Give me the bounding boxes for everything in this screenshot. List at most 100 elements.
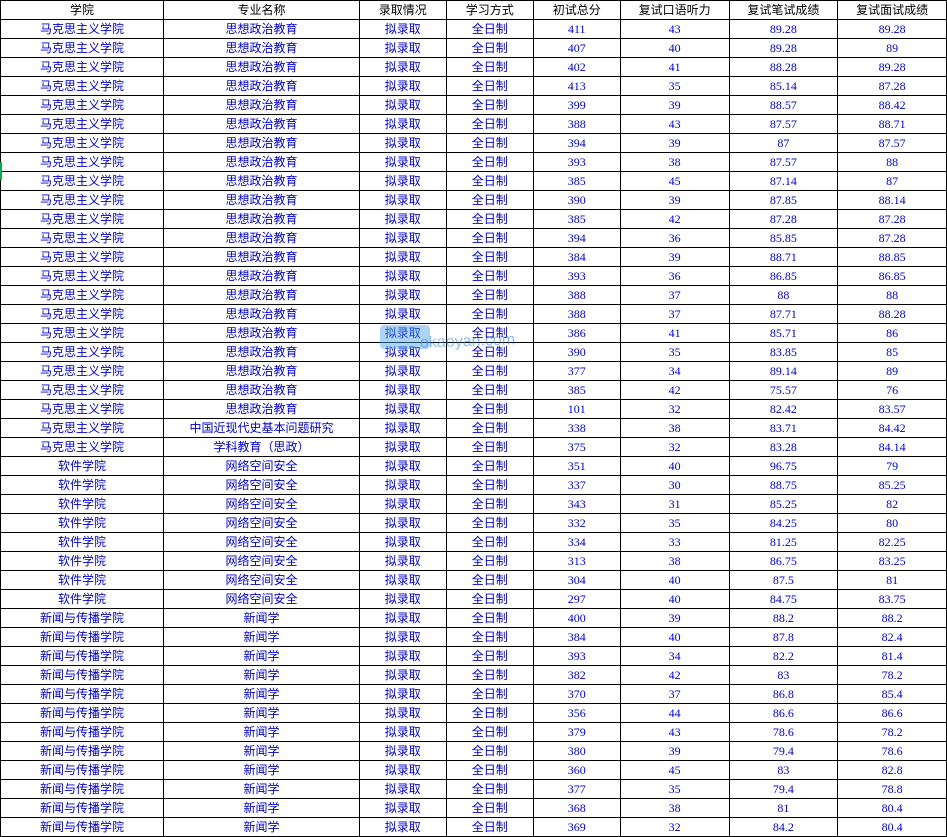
table-cell: 87.14 bbox=[729, 172, 838, 191]
table-cell: 82.2 bbox=[729, 647, 838, 666]
table-cell: 80.4 bbox=[838, 818, 947, 837]
table-cell: 全日制 bbox=[446, 305, 533, 324]
table-cell: 全日制 bbox=[446, 571, 533, 590]
table-cell: 83.75 bbox=[838, 590, 947, 609]
table-cell: 35 bbox=[620, 780, 729, 799]
table-cell: 83.85 bbox=[729, 343, 838, 362]
table-cell: 86.6 bbox=[729, 704, 838, 723]
table-cell: 拟录取 bbox=[359, 685, 446, 704]
table-cell: 新闻学 bbox=[164, 780, 360, 799]
table-cell: 全日制 bbox=[446, 58, 533, 77]
table-cell: 84.75 bbox=[729, 590, 838, 609]
table-cell: 思想政治教育 bbox=[164, 20, 360, 39]
table-wrapper: okaoyan.com 学院专业名称录取情况学习方式初试总分复试口语听力复试笔试… bbox=[0, 0, 947, 837]
table-cell: 402 bbox=[533, 58, 620, 77]
table-cell: 新闻学 bbox=[164, 609, 360, 628]
table-cell: 拟录取 bbox=[359, 58, 446, 77]
table-cell: 拟录取 bbox=[359, 343, 446, 362]
table-cell: 337 bbox=[533, 476, 620, 495]
table-cell: 88 bbox=[838, 153, 947, 172]
table-cell: 338 bbox=[533, 419, 620, 438]
table-cell: 39 bbox=[620, 742, 729, 761]
table-cell: 拟录取 bbox=[359, 552, 446, 571]
table-row: 马克思主义学院思想政治教育拟录取全日制3843988.7188.85 bbox=[1, 248, 947, 267]
table-cell: 86.85 bbox=[838, 267, 947, 286]
table-cell: 全日制 bbox=[446, 799, 533, 818]
table-cell: 34 bbox=[620, 362, 729, 381]
table-cell: 89.14 bbox=[729, 362, 838, 381]
table-cell: 拟录取 bbox=[359, 381, 446, 400]
table-cell: 马克思主义学院 bbox=[1, 191, 164, 210]
table-cell: 85.25 bbox=[729, 495, 838, 514]
table-cell: 39 bbox=[620, 609, 729, 628]
table-cell: 拟录取 bbox=[359, 191, 446, 210]
table-cell: 拟录取 bbox=[359, 533, 446, 552]
table-header: 学院专业名称录取情况学习方式初试总分复试口语听力复试笔试成绩复试面试成绩 bbox=[1, 1, 947, 20]
table-cell: 87.5 bbox=[729, 571, 838, 590]
table-cell: 384 bbox=[533, 628, 620, 647]
table-row: 软件学院网络空间安全拟录取全日制3133886.7583.25 bbox=[1, 552, 947, 571]
table-cell: 334 bbox=[533, 533, 620, 552]
table-cell: 拟录取 bbox=[359, 134, 446, 153]
table-cell: 87.85 bbox=[729, 191, 838, 210]
table-cell: 思想政治教育 bbox=[164, 210, 360, 229]
table-cell: 75.57 bbox=[729, 381, 838, 400]
table-cell: 全日制 bbox=[446, 666, 533, 685]
table-cell: 399 bbox=[533, 96, 620, 115]
table-cell: 马克思主义学院 bbox=[1, 153, 164, 172]
table-cell: 网络空间安全 bbox=[164, 495, 360, 514]
table-cell: 37 bbox=[620, 286, 729, 305]
table-cell: 思想政治教育 bbox=[164, 229, 360, 248]
table-cell: 拟录取 bbox=[359, 818, 446, 837]
table-cell: 81.25 bbox=[729, 533, 838, 552]
table-cell: 新闻学 bbox=[164, 666, 360, 685]
table-cell: 83 bbox=[729, 666, 838, 685]
table-cell: 32 bbox=[620, 400, 729, 419]
table-cell: 356 bbox=[533, 704, 620, 723]
table-row: 新闻与传播学院新闻学拟录取全日制3773579.478.8 bbox=[1, 780, 947, 799]
table-cell: 89.28 bbox=[729, 39, 838, 58]
table-cell: 拟录取 bbox=[359, 419, 446, 438]
table-cell: 351 bbox=[533, 457, 620, 476]
table-cell: 全日制 bbox=[446, 438, 533, 457]
table-cell: 全日制 bbox=[446, 381, 533, 400]
table-cell: 全日制 bbox=[446, 457, 533, 476]
table-cell: 网络空间安全 bbox=[164, 590, 360, 609]
table-cell: 拟录取 bbox=[359, 476, 446, 495]
table-cell: 拟录取 bbox=[359, 267, 446, 286]
table-cell: 87.28 bbox=[838, 229, 947, 248]
table-cell: 30 bbox=[620, 476, 729, 495]
table-cell: 87.8 bbox=[729, 628, 838, 647]
table-cell: 马克思主义学院 bbox=[1, 172, 164, 191]
table-cell: 87 bbox=[838, 172, 947, 191]
table-cell: 83 bbox=[729, 761, 838, 780]
table-cell: 88.14 bbox=[838, 191, 947, 210]
table-cell: 马克思主义学院 bbox=[1, 419, 164, 438]
table-cell: 中国近现代史基本问题研究 bbox=[164, 419, 360, 438]
table-cell: 78.2 bbox=[838, 666, 947, 685]
table-cell: 全日制 bbox=[446, 362, 533, 381]
table-cell: 拟录取 bbox=[359, 305, 446, 324]
table-cell: 马克思主义学院 bbox=[1, 39, 164, 58]
table-cell: 思想政治教育 bbox=[164, 343, 360, 362]
table-row: 马克思主义学院学科教育（思政）拟录取全日制3753283.2884.14 bbox=[1, 438, 947, 457]
table-cell: 网络空间安全 bbox=[164, 552, 360, 571]
table-cell: 385 bbox=[533, 381, 620, 400]
table-cell: 88 bbox=[729, 286, 838, 305]
table-row: 软件学院网络空间安全拟录取全日制3343381.2582.25 bbox=[1, 533, 947, 552]
table-cell: 88 bbox=[838, 286, 947, 305]
table-cell: 拟录取 bbox=[359, 248, 446, 267]
table-cell: 297 bbox=[533, 590, 620, 609]
table-cell: 新闻与传播学院 bbox=[1, 704, 164, 723]
table-cell: 87.57 bbox=[729, 153, 838, 172]
header-row: 学院专业名称录取情况学习方式初试总分复试口语听力复试笔试成绩复试面试成绩 bbox=[1, 1, 947, 20]
table-cell: 新闻学 bbox=[164, 647, 360, 666]
table-cell: 88.28 bbox=[838, 305, 947, 324]
table-cell: 拟录取 bbox=[359, 39, 446, 58]
table-cell: 82.4 bbox=[838, 628, 947, 647]
table-row: 马克思主义学院思想政治教育拟录取全日制3933887.5788 bbox=[1, 153, 947, 172]
table-cell: 37 bbox=[620, 305, 729, 324]
table-cell: 87.28 bbox=[838, 77, 947, 96]
table-cell: 87.28 bbox=[838, 210, 947, 229]
table-cell: 32 bbox=[620, 818, 729, 837]
